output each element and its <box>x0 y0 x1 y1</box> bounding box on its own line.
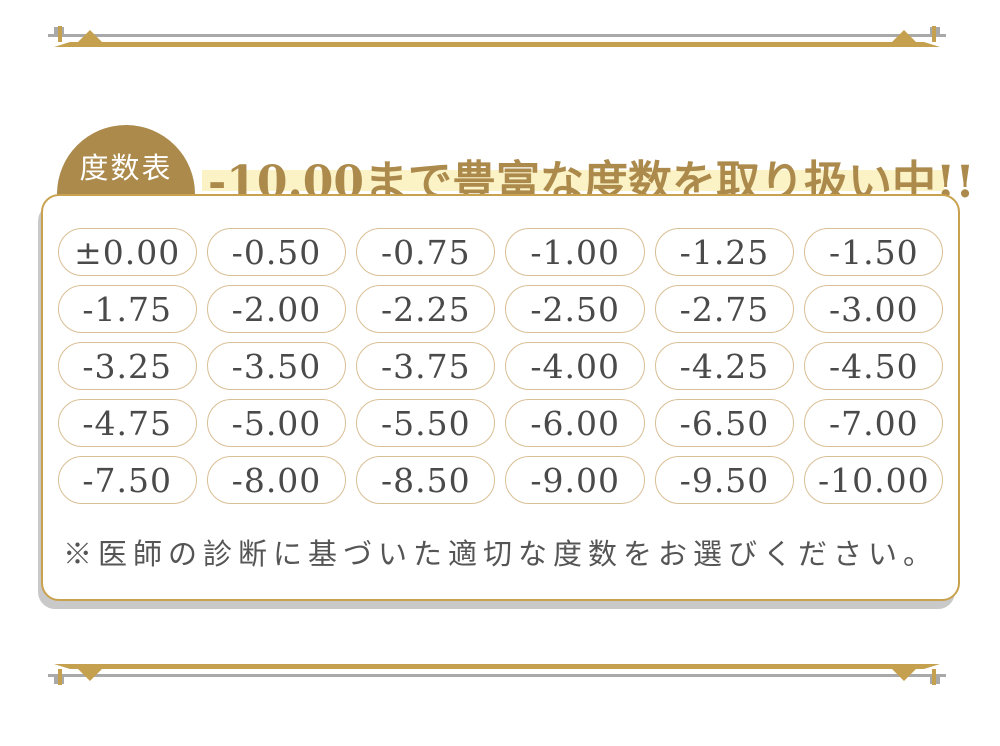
power-value-pill: -6.50 <box>654 399 795 447</box>
power-value-pill: -10.00 <box>804 456 944 504</box>
power-value-pill: -4.25 <box>654 342 795 390</box>
power-value-pill: -7.50 <box>57 456 197 504</box>
power-value-pill: -5.00 <box>206 399 347 447</box>
power-value-pill: -3.75 <box>356 342 496 390</box>
power-value-pill: -0.50 <box>206 228 347 276</box>
power-value-pill: -2.50 <box>505 285 645 333</box>
title-highlight-band <box>202 170 944 191</box>
power-value-pill: -5.50 <box>356 399 496 447</box>
power-value-pill: -1.25 <box>654 228 795 276</box>
power-grid: ±0.00 -0.50 -0.75 -1.00 -1.25 -1.50 -1.75 -2.00… <box>57 228 944 504</box>
power-value-pill: -2.75 <box>654 285 795 333</box>
power-table-badge-label: 度数表 <box>79 151 173 185</box>
power-value-pill: -8.50 <box>356 456 496 504</box>
power-value-pill: -6.00 <box>505 399 645 447</box>
power-value-pill: -3.25 <box>57 342 197 390</box>
power-value-pill: -1.50 <box>804 228 944 276</box>
power-table-card: ±0.00 -0.50 -0.75 -1.00 -1.25 -1.50 -1.75 -2.00… <box>41 194 960 601</box>
power-value-pill: -9.50 <box>654 456 795 504</box>
decorative-divider-top-icon <box>48 26 946 47</box>
power-value-pill: -4.75 <box>57 399 197 447</box>
power-table-badge: 度数表 <box>57 125 195 195</box>
power-value-pill: -3.50 <box>206 342 347 390</box>
power-value-pill: -7.00 <box>804 399 944 447</box>
power-value-pill: -1.75 <box>57 285 197 333</box>
power-value-pill: -4.00 <box>505 342 645 390</box>
decorative-divider-bottom-icon <box>48 664 946 685</box>
power-value-pill: -8.00 <box>206 456 347 504</box>
doctor-advice-note: ※医師の診断に基づいた適切な度数をお選びください。 <box>62 537 938 571</box>
power-value-pill: -0.75 <box>356 228 496 276</box>
power-value-pill: -9.00 <box>505 456 645 504</box>
power-value-pill: ±0.00 <box>57 228 197 276</box>
power-value-pill: -3.00 <box>804 285 944 333</box>
power-value-pill: -1.00 <box>505 228 645 276</box>
power-value-pill: -4.50 <box>804 342 944 390</box>
power-value-pill: -2.00 <box>206 285 347 333</box>
power-value-pill: -2.25 <box>356 285 496 333</box>
